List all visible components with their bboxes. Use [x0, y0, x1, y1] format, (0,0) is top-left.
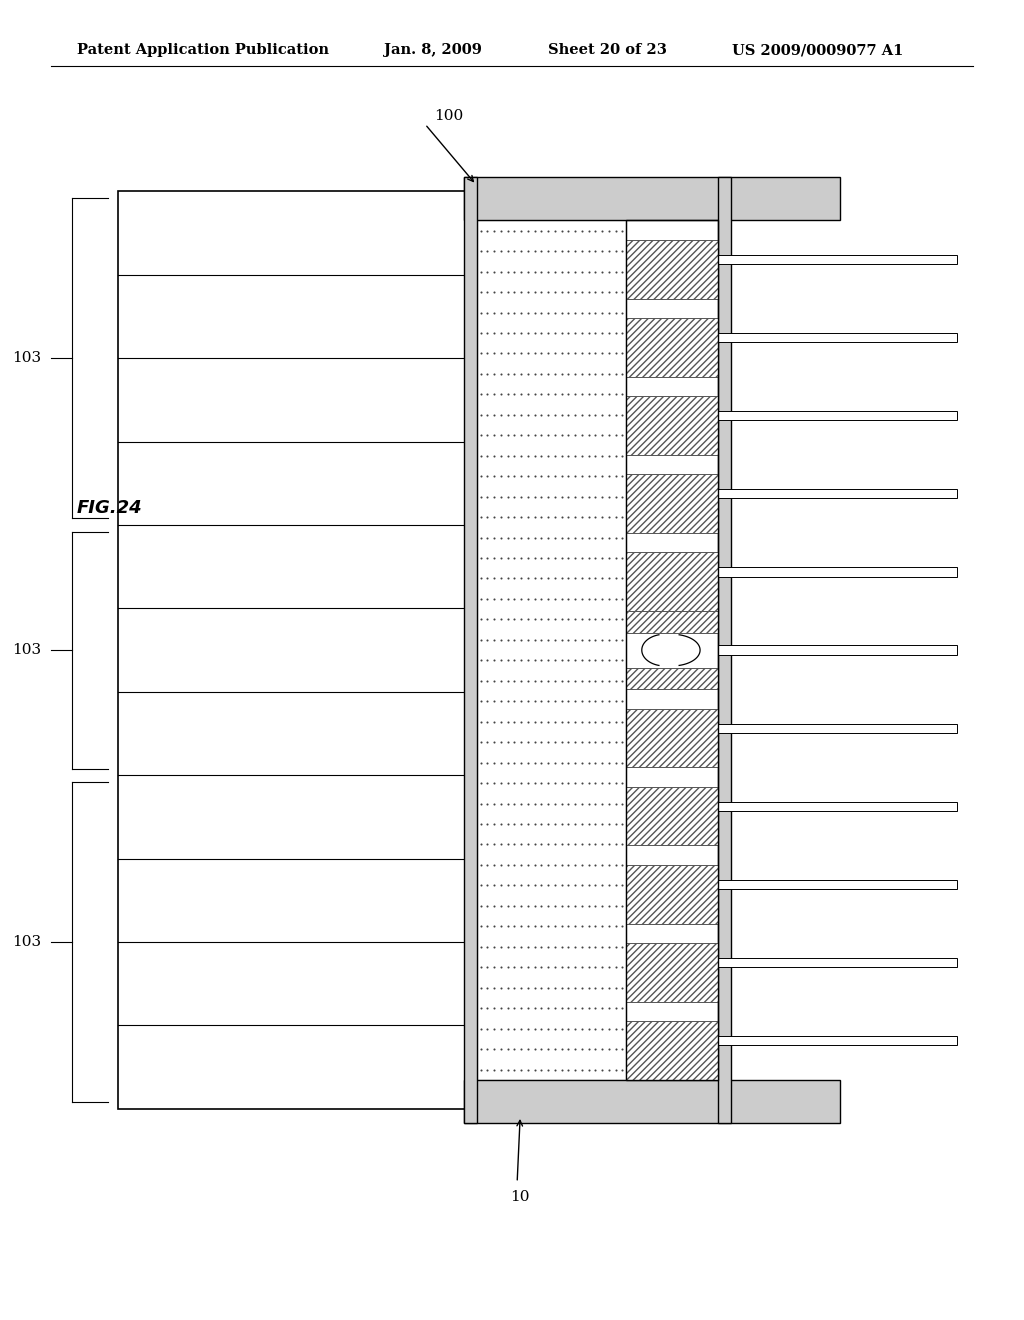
Bar — [626, 396, 718, 455]
Text: 103: 103 — [12, 643, 41, 657]
Bar — [626, 942, 718, 1002]
Bar — [718, 255, 957, 264]
Bar — [718, 723, 957, 733]
Bar — [626, 220, 718, 1080]
Bar — [626, 787, 718, 845]
Bar — [464, 1080, 840, 1123]
Bar — [718, 333, 957, 342]
Bar — [477, 220, 626, 1080]
Text: Jan. 8, 2009: Jan. 8, 2009 — [384, 44, 482, 57]
Text: US 2009/0009077 A1: US 2009/0009077 A1 — [732, 44, 903, 57]
Bar — [626, 865, 718, 924]
Bar — [626, 709, 718, 767]
Text: 103: 103 — [12, 935, 41, 949]
Bar — [464, 177, 477, 1123]
Bar — [626, 611, 718, 632]
Text: FIG.24: FIG.24 — [77, 499, 142, 517]
Bar — [626, 240, 718, 298]
Bar — [118, 191, 486, 1109]
Bar — [626, 668, 718, 689]
Bar — [626, 318, 718, 376]
Bar — [718, 490, 957, 499]
Bar — [626, 474, 718, 533]
Bar — [718, 801, 957, 810]
Bar — [626, 553, 718, 611]
Bar — [464, 177, 840, 220]
Bar — [626, 1022, 718, 1080]
Text: 103: 103 — [12, 351, 41, 366]
Text: 100: 100 — [434, 110, 464, 123]
Text: Sheet 20 of 23: Sheet 20 of 23 — [548, 44, 667, 57]
Text: Patent Application Publication: Patent Application Publication — [77, 44, 329, 57]
Bar — [718, 1036, 957, 1045]
Bar — [718, 958, 957, 968]
Bar — [718, 568, 957, 577]
Text: 10: 10 — [510, 1191, 529, 1204]
Bar — [718, 177, 731, 1123]
Bar — [718, 411, 957, 420]
Bar — [718, 645, 957, 655]
Bar — [718, 880, 957, 890]
